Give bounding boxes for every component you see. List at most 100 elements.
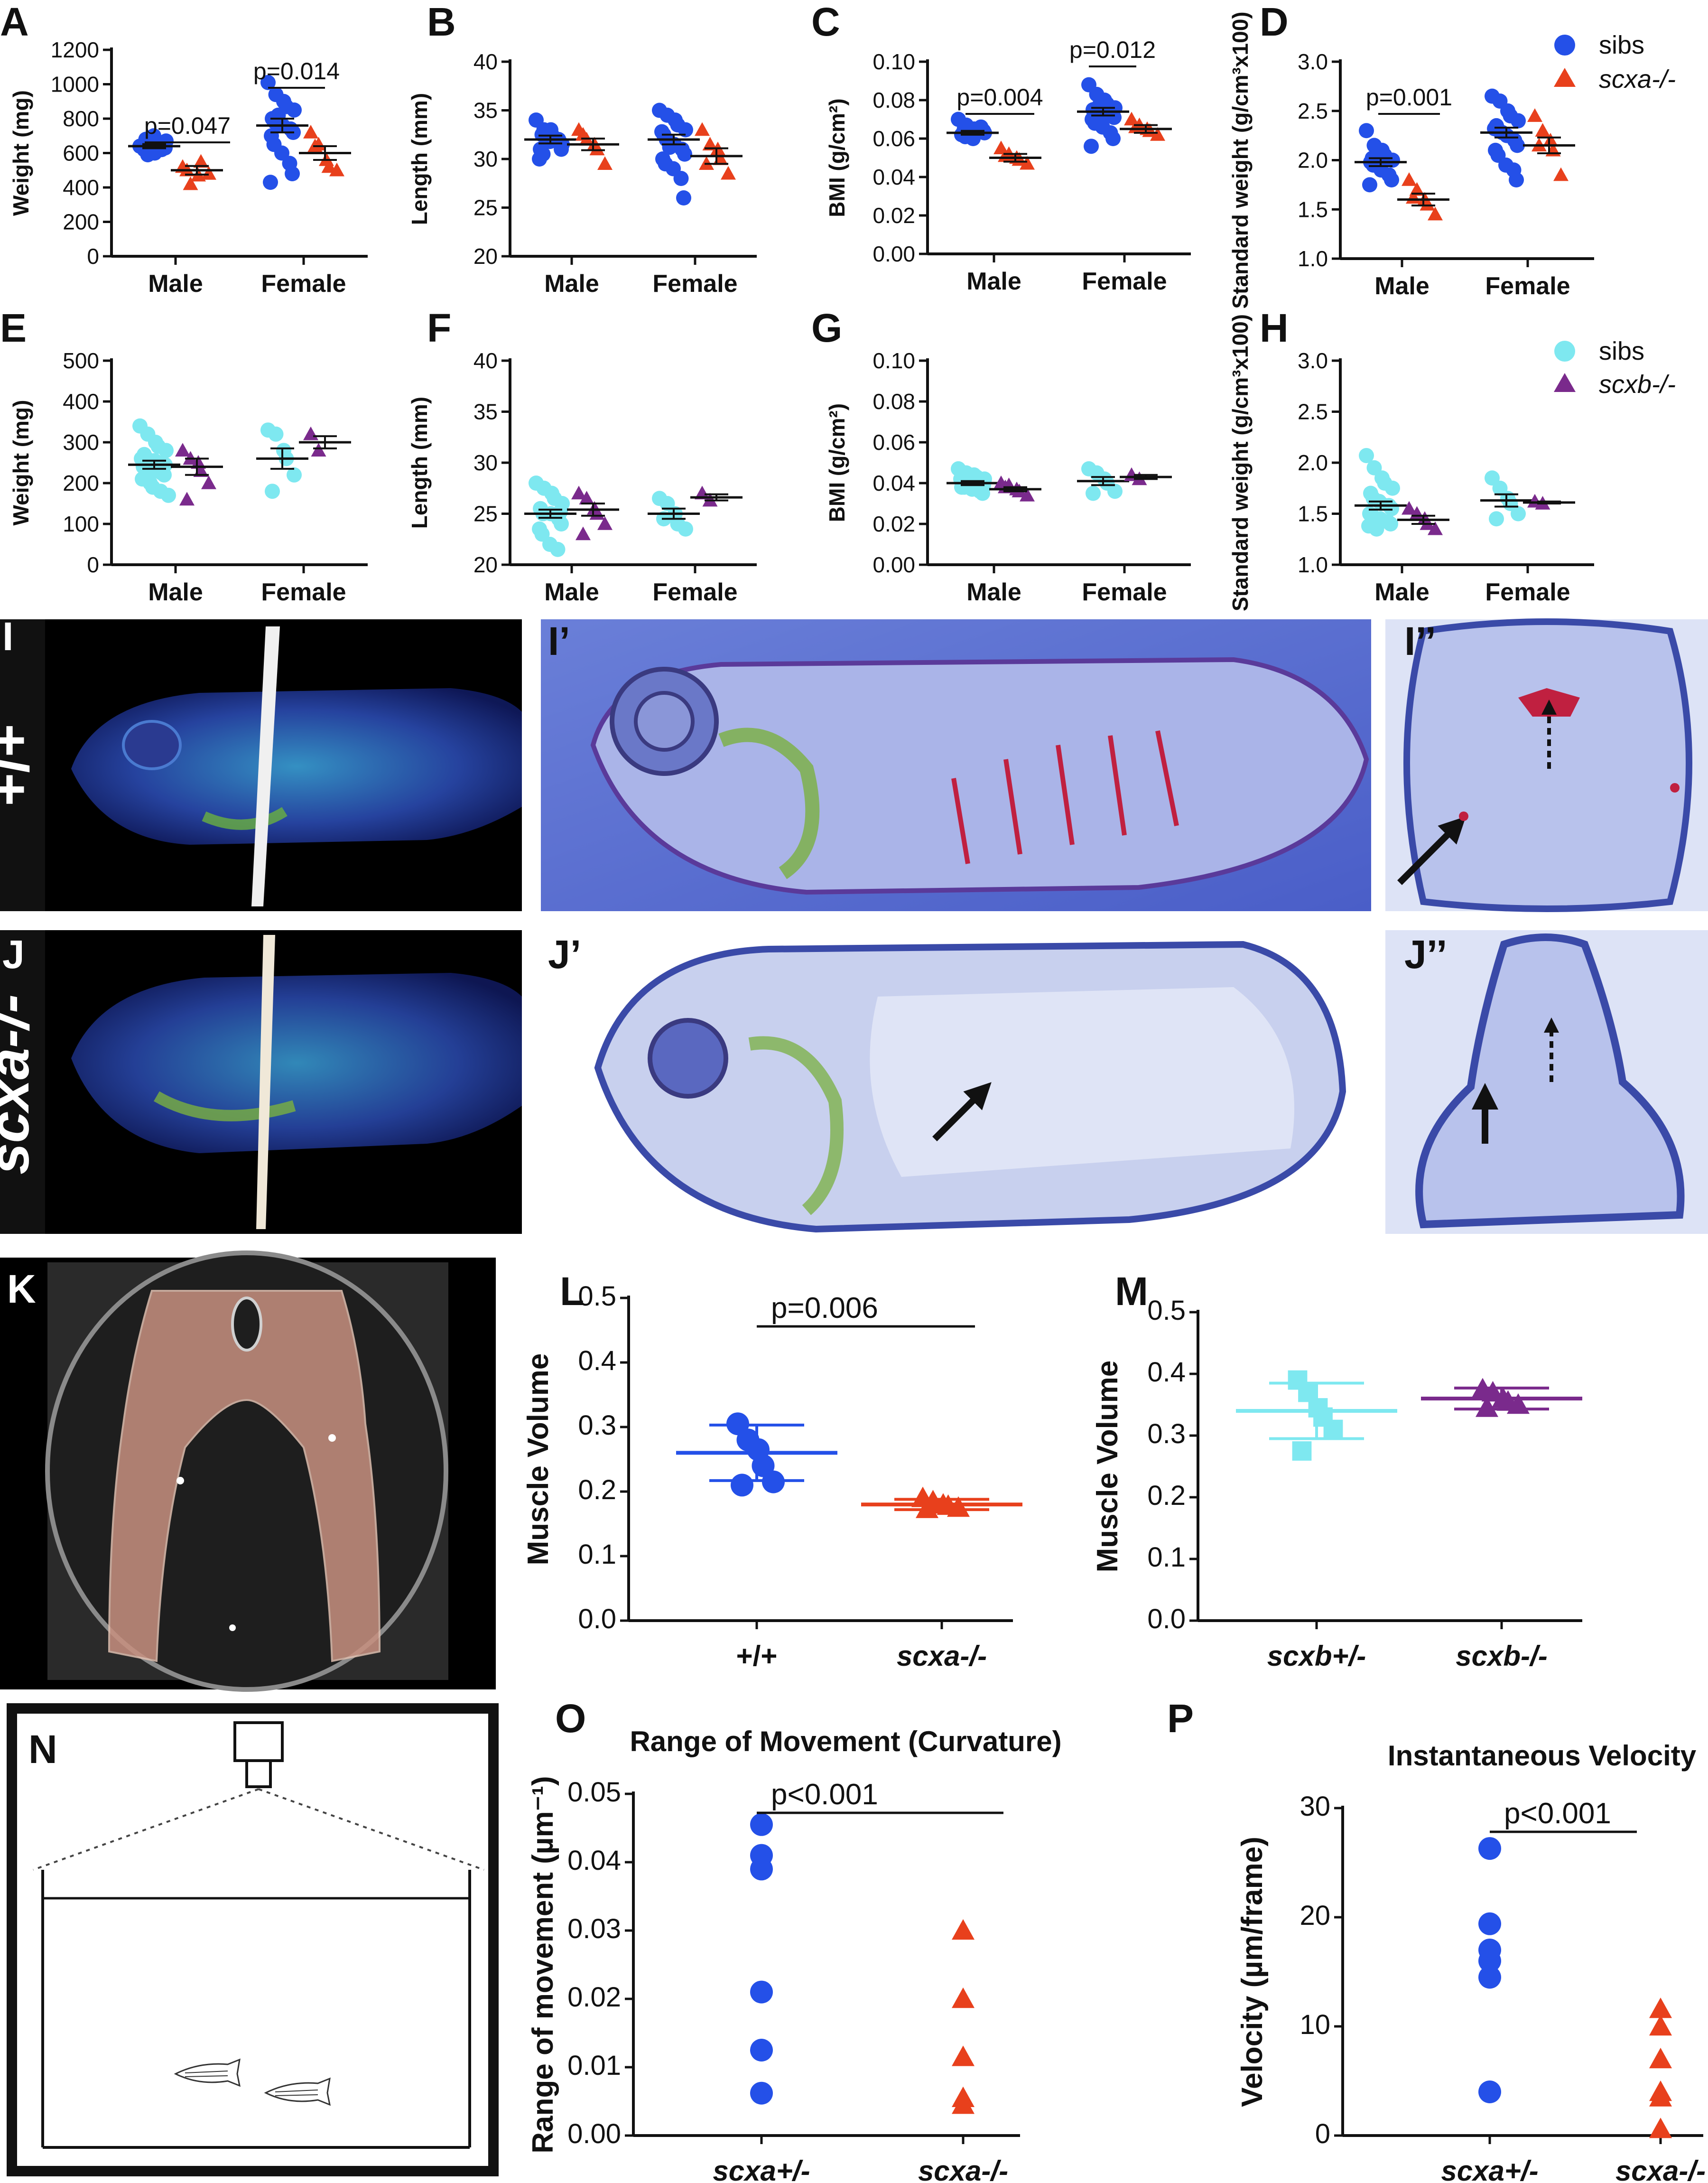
data-point-sibs <box>1384 172 1399 187</box>
chart-panel-A: A 0 200 400 600 800 1000 1200 Weight (mg) Male Fem… <box>0 0 368 298</box>
y-axis-title: Muscle Volume <box>522 1353 555 1566</box>
y-tick-label: 0.0 <box>1147 1604 1186 1634</box>
x-tick-label: scxa-/- <box>897 1640 987 1672</box>
data-point-scxb <box>1323 1419 1343 1439</box>
panel-label-P: P <box>1167 1696 1194 1741</box>
panel-label-J-prime: J’ <box>548 932 581 977</box>
x-tick-label: scxa-/- <box>1615 2155 1706 2183</box>
y-tick-label: 0.3 <box>1147 1418 1186 1449</box>
legend-sibs-marker <box>1554 35 1575 56</box>
data-point-scxa <box>1535 123 1550 137</box>
panel-label-J: J <box>2 932 25 977</box>
p-value-label: p<0.001 <box>1504 1797 1611 1830</box>
y-tick-label: 800 <box>63 106 99 131</box>
y-tick-label: 0.06 <box>873 430 915 455</box>
y-tick-label: 0.01 <box>567 2050 621 2081</box>
data-point-sibs <box>678 122 693 138</box>
data-point-scxb <box>571 485 586 500</box>
y-tick-label: 300 <box>63 430 99 455</box>
data-point-sibs <box>287 102 302 118</box>
data-point-sibs <box>678 521 693 537</box>
panel-label-L: L <box>560 1269 584 1314</box>
data-point-sibs <box>1094 106 1109 121</box>
data-point-sibs <box>157 467 172 483</box>
data-point-sibs <box>1359 448 1374 463</box>
panel-label-B: B <box>427 0 456 44</box>
y-tick-label: 3.0 <box>1298 49 1328 74</box>
legend-sibs-label: sibs <box>1599 31 1644 59</box>
p-value-label: p=0.014 <box>253 58 340 84</box>
panel-label-F: F <box>427 306 451 350</box>
data-point-scxa <box>183 176 198 190</box>
y-tick-label: 25 <box>473 502 498 526</box>
y-tick-label: 0 <box>87 552 99 577</box>
data-point-sibs <box>1510 138 1525 153</box>
image-panel-N: N <box>7 1703 499 2176</box>
y-tick-label: 0.00 <box>567 2118 621 2149</box>
data-point-scxb <box>597 516 613 530</box>
data-point-sibs <box>673 171 689 186</box>
x-tick-label: Male <box>544 270 599 298</box>
x-tick-label: Female <box>1082 578 1167 606</box>
panel-label-C: C <box>811 0 840 44</box>
data-point-sibs <box>676 190 691 205</box>
data-point-sibs <box>274 145 289 161</box>
data-point-scxa <box>721 166 736 180</box>
data-point-scxa <box>1649 2118 1672 2138</box>
genotype-label-wt: +/+ <box>0 724 41 806</box>
y-tick-label: 2.0 <box>1298 148 1328 173</box>
y-tick-label: 500 <box>63 348 99 373</box>
y-tick-label: 0.08 <box>873 88 915 112</box>
image-panel-I-prime: I’ <box>541 619 1371 911</box>
panel-label-K: K <box>7 1267 36 1311</box>
data-point-sibs <box>550 541 566 557</box>
data-point-sibs <box>161 487 176 503</box>
y-axis-title: Weight (mg) <box>9 90 33 216</box>
y-tick-label: 3.0 <box>1298 348 1328 373</box>
y-tick-label: 2.5 <box>1298 99 1328 123</box>
zebrafish-icon <box>174 2058 241 2087</box>
y-tick-label: 20 <box>473 552 498 577</box>
x-tick-label: Female <box>261 578 346 606</box>
chart-panel-B: B 20 25 30 35 40 Length (mm) Male Female <box>407 0 757 298</box>
data-point-scxa <box>1428 206 1443 221</box>
data-point-sibs <box>1107 484 1123 499</box>
y-tick-label: 0 <box>87 244 99 269</box>
panel-label-N: N <box>28 1727 57 1772</box>
x-tick-label: Male <box>966 268 1021 295</box>
x-tick-label: Male <box>1374 578 1430 606</box>
data-point-scxb <box>179 492 195 506</box>
data-point-scxb <box>1402 501 1417 515</box>
x-tick-label: scxa+/- <box>713 2155 810 2183</box>
x-tick-label: Female <box>1082 268 1167 295</box>
data-point-scxb <box>303 426 318 440</box>
y-tick-label: 2.0 <box>1298 450 1328 475</box>
p-value-label: p=0.001 <box>1366 84 1452 111</box>
y-tick-label: 0.1 <box>578 1539 616 1570</box>
y-axis-title: BMI (g/cm²) <box>825 98 849 217</box>
legend-mut-label: scxb-/- <box>1599 370 1676 399</box>
panel-label-J-double-prime: J’’ <box>1404 932 1447 977</box>
data-point-scxa <box>321 159 337 173</box>
y-tick-label: 1000 <box>51 72 99 97</box>
image-panel-I-double-prime: I’’ <box>1385 618 1708 912</box>
data-point-sibs <box>532 151 547 167</box>
data-point- <box>731 1474 753 1497</box>
y-tick-label: 600 <box>63 141 99 166</box>
data-point-scxa <box>1402 172 1417 186</box>
data-point-sibs <box>662 140 678 155</box>
data-point-scxa <box>1478 1950 1501 1972</box>
y-axis-title: Muscle Volume <box>1091 1361 1124 1573</box>
data-point-scxa <box>1150 127 1165 141</box>
y-tick-label: 30 <box>473 147 498 171</box>
y-axis-title: Range of movement (µm⁻¹) <box>527 1776 559 2153</box>
data-point-sibs <box>975 485 990 501</box>
data-point-sibs <box>1511 506 1526 522</box>
image-panel-J-prime: J’ <box>541 930 1371 1234</box>
y-tick-label: 400 <box>63 389 99 414</box>
y-tick-label: 25 <box>473 196 498 220</box>
y-axis-title: Standard weight (g/cm³x100) <box>1228 11 1253 308</box>
data-point-scxa <box>1478 1837 1501 1860</box>
chart-title: Instantaneous Velocity <box>1388 1740 1697 1772</box>
y-tick-label: 40 <box>473 49 498 74</box>
